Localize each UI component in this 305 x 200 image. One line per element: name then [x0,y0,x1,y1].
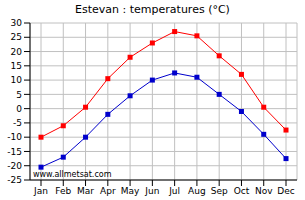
svg-text:15: 15 [11,61,22,71]
svg-text:5: 5 [16,90,22,100]
svg-text:10: 10 [11,75,23,85]
svg-text:30: 30 [11,18,23,28]
svg-text:0: 0 [16,104,22,114]
svg-text:Jul: Jul [168,186,180,196]
svg-text:-5: -5 [13,118,22,128]
svg-text:Jan: Jan [33,186,48,196]
svg-text:Nov: Nov [255,186,273,196]
svg-text:-10: -10 [8,132,22,142]
html-text:Estevan : temperatures (°C): Estevan : temperatures (°C) [75,3,230,16]
svg-text:Aug: Aug [188,186,206,196]
svg-text:-15: -15 [8,147,22,157]
svg-text:May: May [121,186,140,196]
svg-text:Dec: Dec [277,186,294,196]
svg-text:-20: -20 [8,161,22,171]
svg-text:-25: -25 [8,175,22,185]
html-text:www.allmetsat.com: www.allmetsat.com [33,170,112,179]
svg-text:20: 20 [11,47,23,57]
svg-text:25: 25 [11,32,22,42]
svg-text:Jun: Jun [144,186,159,196]
svg-text:Oct: Oct [234,186,250,196]
svg-text:Feb: Feb [55,186,71,196]
svg-text:Sep: Sep [211,186,228,196]
svg-text:Apr: Apr [100,186,116,196]
svg-text:Mar: Mar [77,186,94,196]
